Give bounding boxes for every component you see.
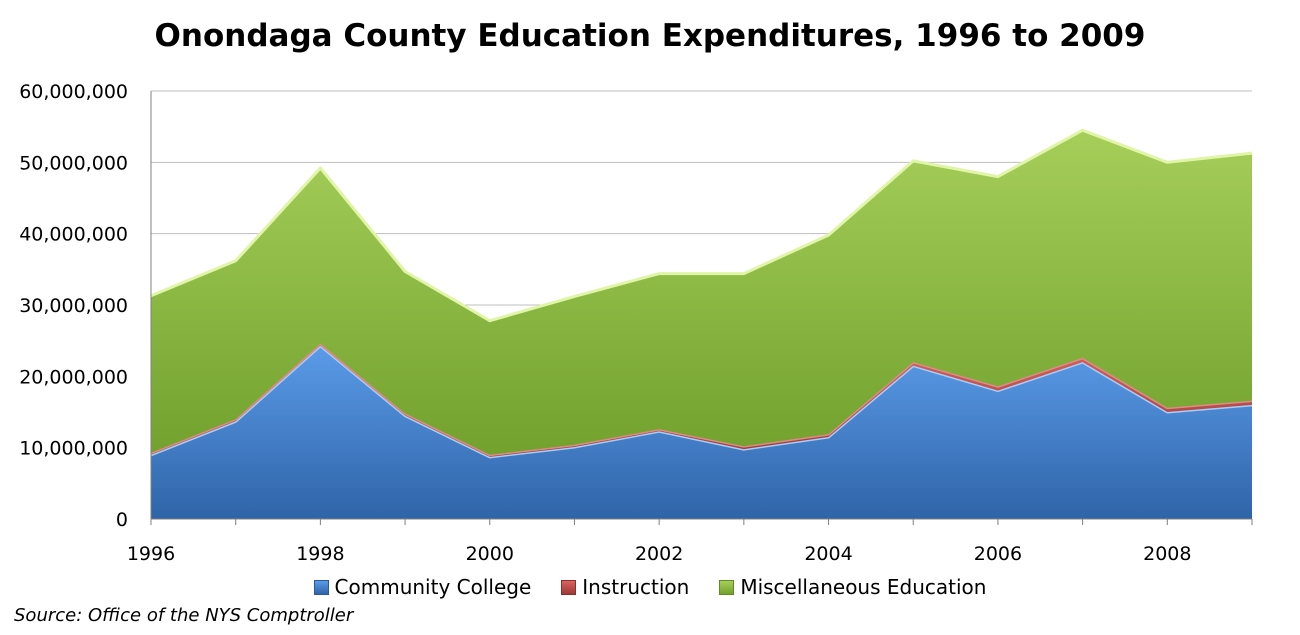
- x-tick-label: 2006: [974, 543, 1022, 565]
- x-tick-label: 2008: [1143, 543, 1191, 565]
- chart-title: Onondaga County Education Expenditures, …: [154, 18, 1146, 54]
- x-tick-label: 1996: [127, 543, 175, 565]
- area-community-college: [151, 345, 1252, 519]
- legend-item-community-college: Community College: [313, 575, 532, 599]
- legend-swatch-miscellaneous-education: [719, 579, 735, 595]
- area-miscellaneous-education-top-edge: [150, 128, 1253, 323]
- legend-label-community-college: Community College: [334, 575, 532, 599]
- legend-label-miscellaneous-education: Miscellaneous Education: [740, 575, 987, 599]
- axes: 0 10,000,000 20,000,000 30,000,000 40,000,00…: [19, 81, 1253, 565]
- x-tick-label: 2004: [804, 543, 852, 565]
- y-tick-label: 30,000,000: [19, 295, 128, 317]
- x-tick-label: 2002: [635, 543, 683, 565]
- source-note: Source: Office of the NYS Comptroller: [14, 605, 354, 626]
- legend-label-instruction: Instruction: [582, 575, 690, 599]
- x-tick-label: 2000: [466, 543, 514, 565]
- area-miscellaneous-education: [151, 130, 1252, 455]
- legend: Community College Instruction Miscellane…: [0, 575, 1300, 599]
- x-tick-label: 1998: [296, 543, 344, 565]
- y-tick-label: 10,000,000: [19, 438, 128, 460]
- legend-item-instruction: Instruction: [561, 575, 689, 599]
- y-tick-label: 40,000,000: [19, 224, 128, 246]
- y-tick-label: 60,000,000: [19, 81, 128, 103]
- y-tick-label: 20,000,000: [19, 366, 128, 388]
- legend-item-miscellaneous-education: Miscellaneous Education: [719, 575, 986, 599]
- area-series-group: [150, 128, 1253, 519]
- y-tick-label: 0: [116, 509, 128, 531]
- y-tick-label: 50,000,000: [19, 152, 128, 174]
- chart-plot: 0 10,000,000 20,000,000 30,000,000 40,000,00…: [19, 81, 1253, 565]
- legend-swatch-community-college: [313, 579, 329, 595]
- legend-swatch-instruction: [561, 579, 577, 595]
